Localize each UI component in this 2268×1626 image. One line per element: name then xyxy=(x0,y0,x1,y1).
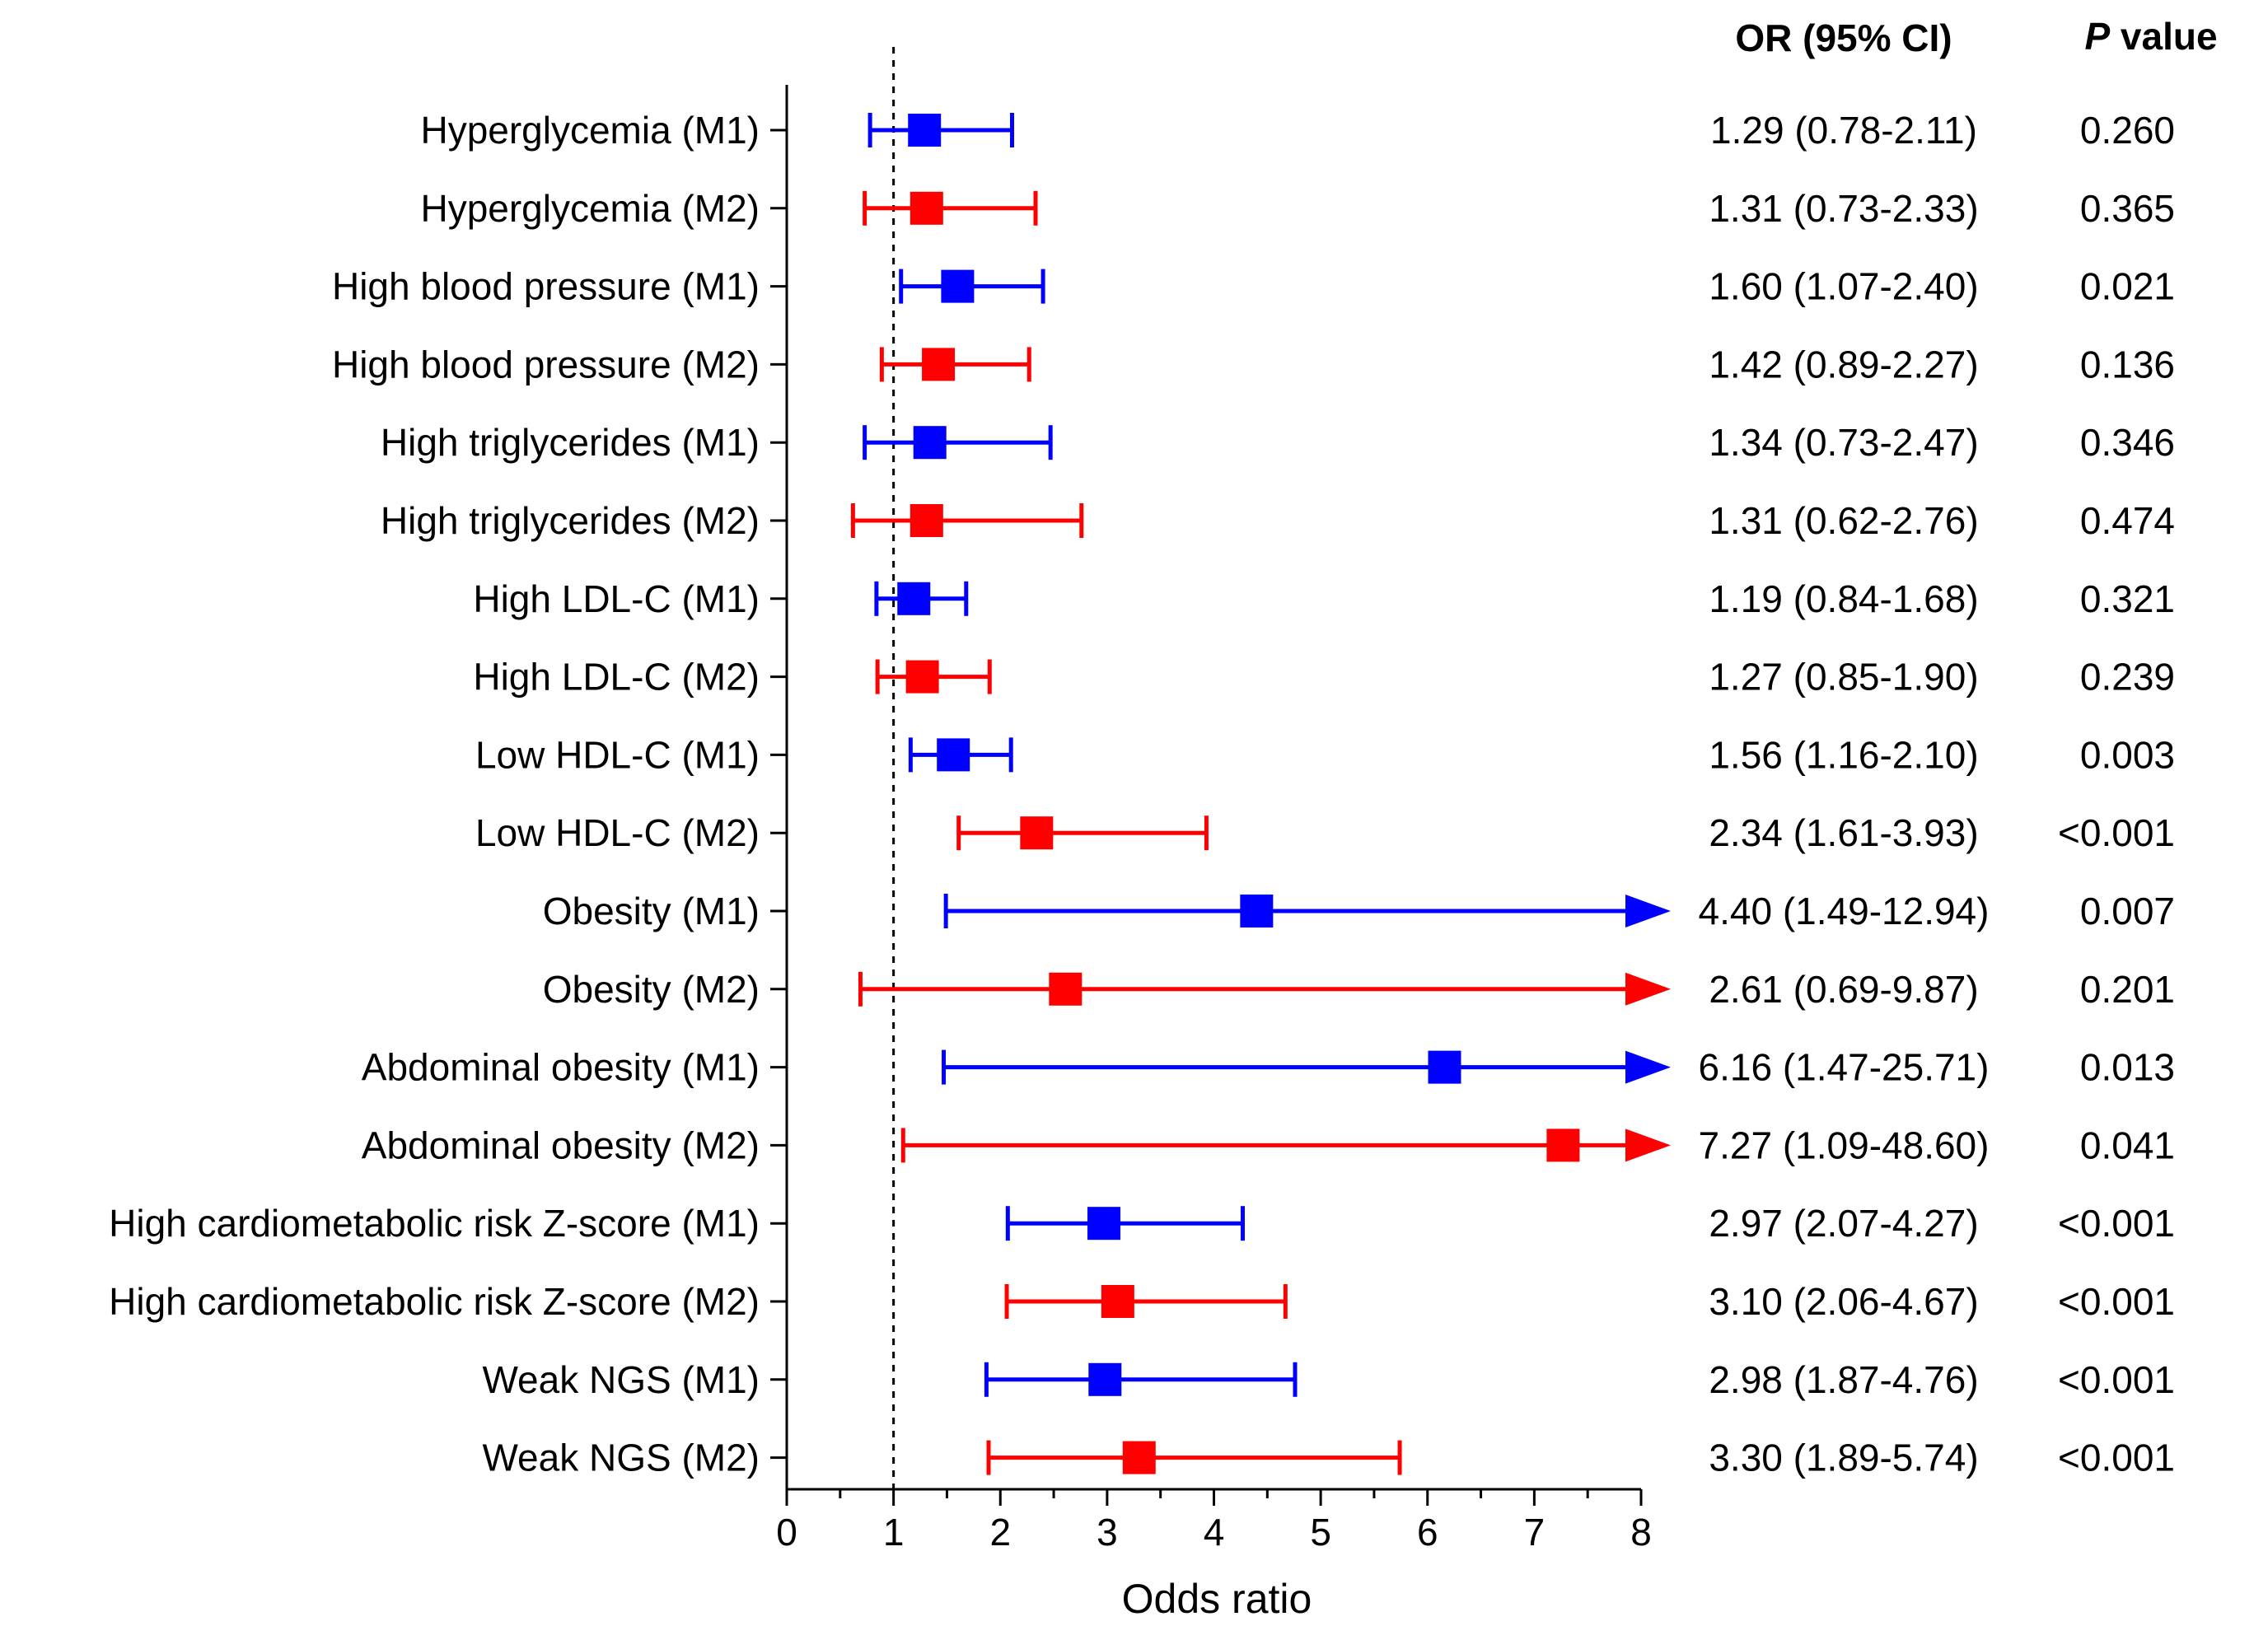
row-label: High blood pressure (M2) xyxy=(332,343,760,385)
row-label: High triglycerides (M1) xyxy=(381,421,760,464)
or-ci-value: 2.97 (2.07-4.27) xyxy=(1709,1202,1978,1245)
or-point-marker xyxy=(910,504,943,537)
or-point-marker xyxy=(1020,816,1054,850)
row-label: Obesity (M2) xyxy=(543,968,760,1011)
or-ci-value: 1.19 (0.84-1.68) xyxy=(1709,577,1978,620)
or-ci-value: 6.16 (1.47-25.71) xyxy=(1699,1046,1990,1089)
x-tick-label: 8 xyxy=(1630,1511,1652,1554)
or-ci-value: 1.42 (0.89-2.27) xyxy=(1709,343,1978,385)
x-tick-label: 3 xyxy=(1097,1511,1118,1554)
x-axis-title: Odds ratio xyxy=(1122,1576,1312,1622)
p-header-italic: P xyxy=(2084,15,2110,58)
row-label: High cardiometabolic risk Z-score (M1) xyxy=(109,1202,760,1245)
x-tick-label: 2 xyxy=(989,1511,1011,1554)
p-value: 0.365 xyxy=(2080,187,2175,230)
p-value: 0.239 xyxy=(2080,656,2175,699)
ci-arrowhead xyxy=(1625,1128,1671,1162)
or-ci-value: 3.10 (2.06-4.67) xyxy=(1709,1280,1978,1323)
or-ci-value: 2.61 (0.69-9.87) xyxy=(1709,968,1978,1011)
or-ci-value: 1.56 (1.16-2.10) xyxy=(1709,733,1978,776)
row-label: High blood pressure (M1) xyxy=(332,265,760,308)
or-point-marker xyxy=(908,114,942,147)
or-point-marker xyxy=(1101,1285,1134,1318)
row-label: Obesity (M1) xyxy=(543,890,760,932)
p-value: 0.007 xyxy=(2080,890,2175,932)
row-label: Low HDL-C (M2) xyxy=(475,811,760,854)
row-label: Hyperglycemia (M2) xyxy=(420,187,760,230)
p-value: 0.346 xyxy=(2080,421,2175,464)
or-point-marker xyxy=(910,191,943,225)
p-value: 0.041 xyxy=(2080,1124,2175,1166)
row-label: Abdominal obesity (M1) xyxy=(362,1046,760,1089)
p-value: <0.001 xyxy=(2058,1280,2175,1323)
p-value: 0.321 xyxy=(2080,577,2175,620)
row-label: High cardiometabolic risk Z-score (M2) xyxy=(109,1280,760,1323)
p-value: 0.021 xyxy=(2080,265,2175,308)
x-tick-label: 1 xyxy=(883,1511,905,1554)
x-tick-label: 5 xyxy=(1310,1511,1331,1554)
p-value: <0.001 xyxy=(2058,1202,2175,1245)
row-label: High triglycerides (M2) xyxy=(381,499,760,542)
p-value: <0.001 xyxy=(2058,1358,2175,1401)
or-point-marker xyxy=(1428,1050,1461,1084)
or-column-header: OR (95% CI) xyxy=(1735,16,1952,59)
or-point-marker xyxy=(897,582,931,615)
or-point-marker xyxy=(1122,1441,1156,1474)
or-ci-value: 1.34 (0.73-2.47) xyxy=(1709,421,1978,464)
p-value: <0.001 xyxy=(2058,811,2175,854)
or-point-marker xyxy=(1049,972,1083,1006)
or-ci-value: 2.34 (1.61-3.93) xyxy=(1709,811,1978,854)
x-tick-label: 7 xyxy=(1524,1511,1546,1554)
or-ci-value: 1.31 (0.73-2.33) xyxy=(1709,187,1978,230)
row-label: Hyperglycemia (M1) xyxy=(420,109,760,152)
row-label: High LDL-C (M2) xyxy=(473,656,760,699)
or-point-marker xyxy=(1240,895,1274,927)
p-value: 0.260 xyxy=(2080,109,2175,152)
or-ci-value: 1.29 (0.78-2.11) xyxy=(1710,109,1977,152)
or-point-marker xyxy=(913,426,947,460)
row-label: Low HDL-C (M1) xyxy=(475,733,760,776)
x-tick-label: 6 xyxy=(1417,1511,1438,1554)
or-point-marker xyxy=(1088,1362,1122,1396)
or-point-marker xyxy=(905,660,939,694)
row-label: Weak NGS (M1) xyxy=(482,1358,760,1401)
or-ci-value: 1.31 (0.62-2.76) xyxy=(1709,499,1978,542)
x-tick-label: 4 xyxy=(1204,1511,1225,1554)
or-point-marker xyxy=(937,738,970,772)
ci-arrowhead xyxy=(1625,1050,1671,1084)
row-label: High LDL-C (M1) xyxy=(473,577,760,620)
p-value: 0.003 xyxy=(2080,733,2175,776)
row-label: Abdominal obesity (M2) xyxy=(362,1124,760,1166)
p-value-column-header: P value xyxy=(2084,15,2217,58)
or-point-marker xyxy=(1087,1207,1120,1241)
x-tick-label: 0 xyxy=(776,1511,797,1554)
row-label: Weak NGS (M2) xyxy=(482,1437,760,1479)
or-ci-value: 1.60 (1.07-2.40) xyxy=(1709,265,1978,308)
or-ci-value: 3.30 (1.89-5.74) xyxy=(1709,1437,1978,1479)
or-ci-value: 2.98 (1.87-4.76) xyxy=(1709,1358,1978,1401)
or-point-marker xyxy=(1546,1128,1580,1162)
p-value: 0.013 xyxy=(2080,1046,2175,1089)
or-point-marker xyxy=(941,269,975,303)
p-value: 0.136 xyxy=(2080,343,2175,385)
or-ci-value: 7.27 (1.09-48.60) xyxy=(1699,1124,1990,1166)
ci-arrowhead xyxy=(1625,895,1671,927)
or-point-marker xyxy=(922,348,956,381)
p-value: <0.001 xyxy=(2058,1437,2175,1479)
ci-arrowhead xyxy=(1625,972,1671,1006)
or-ci-value: 4.40 (1.49-12.94) xyxy=(1699,890,1990,932)
p-header-rest: value xyxy=(2110,15,2217,58)
p-value: 0.201 xyxy=(2080,968,2175,1011)
or-ci-value: 1.27 (0.85-1.90) xyxy=(1709,656,1978,699)
p-value: 0.474 xyxy=(2080,499,2175,542)
